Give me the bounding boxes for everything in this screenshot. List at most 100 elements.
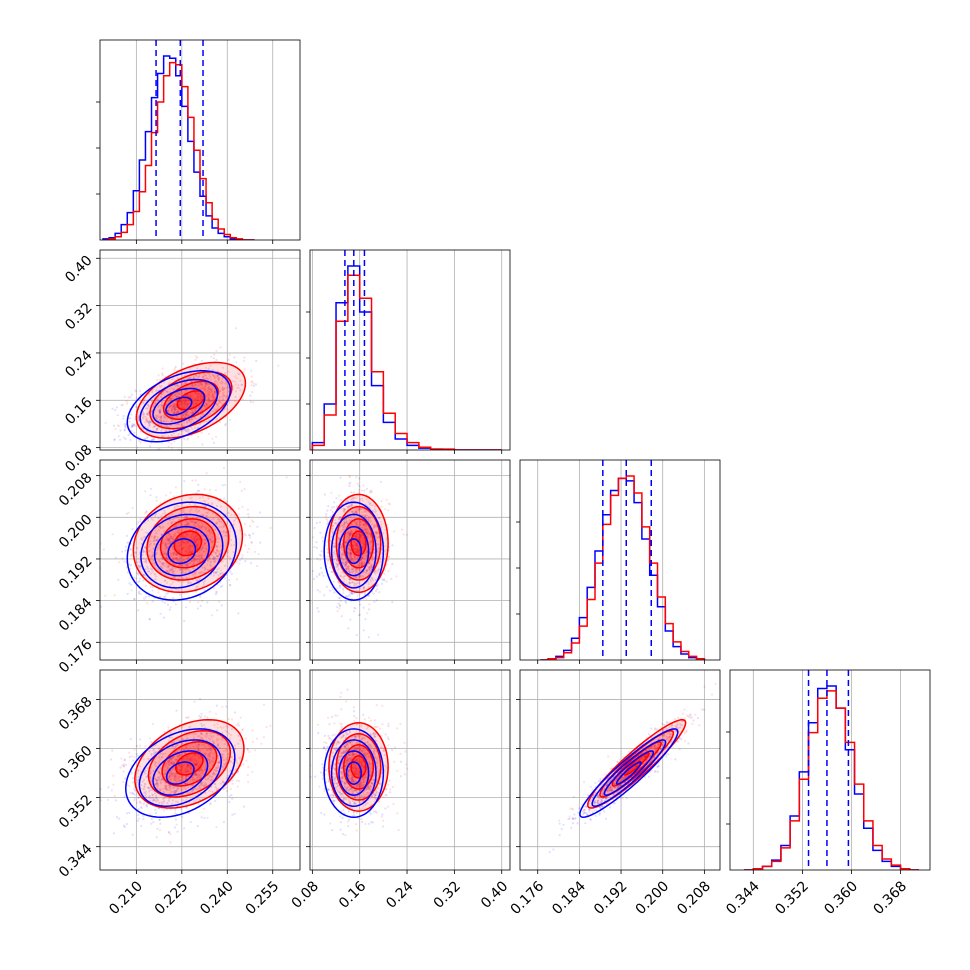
sample-point — [211, 394, 214, 397]
sample-point — [225, 500, 228, 503]
sample-point — [234, 383, 237, 386]
sample-point — [369, 520, 372, 524]
sample-point — [221, 392, 224, 395]
sample-point — [135, 446, 138, 449]
sample-point — [337, 596, 341, 600]
sample-point — [185, 410, 188, 414]
sample-point — [242, 359, 245, 362]
sample-point — [359, 587, 362, 590]
sample-point — [218, 400, 221, 403]
sample-point — [173, 408, 176, 411]
sample-point — [332, 524, 335, 527]
sample-point — [211, 541, 214, 544]
contour-line — [146, 505, 230, 581]
sample-point — [177, 519, 180, 522]
sample-point — [130, 413, 133, 416]
sample-point — [347, 516, 350, 519]
sample-point — [351, 559, 354, 562]
sample-point — [212, 394, 215, 397]
sample-point — [364, 524, 367, 527]
sample-point — [217, 376, 220, 379]
sample-point — [171, 569, 175, 572]
sample-point — [189, 420, 192, 423]
sample-point — [342, 525, 345, 528]
sample-point — [172, 411, 176, 414]
sample-point — [124, 777, 127, 780]
sample-point — [187, 568, 190, 571]
sample-point — [332, 551, 335, 554]
sample-point — [348, 591, 351, 594]
sample-point — [152, 537, 156, 540]
sample-point — [238, 559, 242, 562]
sample-point — [206, 382, 209, 385]
sample-point — [175, 557, 178, 560]
sample-point — [147, 545, 150, 548]
sample-point — [177, 549, 180, 552]
sample-point — [183, 568, 186, 572]
sample-point — [169, 606, 172, 609]
sample-point — [171, 546, 175, 549]
sample-point — [357, 538, 360, 541]
sample-point — [344, 541, 347, 545]
sample-point — [204, 381, 207, 385]
sample-point — [154, 390, 158, 393]
sample-point — [177, 589, 180, 592]
sample-point — [350, 504, 353, 507]
sample-point — [169, 518, 172, 522]
sample-point — [349, 532, 352, 536]
sample-point — [350, 530, 353, 533]
sample-point — [216, 522, 219, 525]
sample-point — [165, 592, 168, 595]
sample-point — [175, 391, 178, 394]
sample-point — [196, 607, 200, 610]
sample-point — [185, 570, 188, 573]
sample-point — [194, 503, 197, 506]
sample-point — [164, 429, 167, 432]
sample-point — [153, 514, 157, 517]
sample-point — [196, 396, 199, 399]
sample-point — [118, 817, 121, 820]
sample-point — [353, 592, 356, 595]
sample-point — [145, 413, 148, 416]
sample-point — [176, 548, 179, 551]
sample-point — [180, 524, 183, 527]
sample-point — [142, 574, 146, 577]
sample-point — [159, 415, 163, 418]
sample-point — [251, 519, 254, 522]
sample-point — [179, 401, 182, 404]
sample-point — [367, 519, 370, 522]
sample-point — [187, 522, 190, 526]
sample-point — [126, 571, 129, 574]
sample-point — [365, 525, 368, 528]
sample-point — [130, 583, 133, 587]
sample-point — [197, 406, 200, 409]
sample-point — [178, 528, 182, 531]
sample-point — [332, 531, 335, 534]
sample-point — [402, 533, 405, 536]
sample-point — [208, 391, 211, 394]
sample-point — [354, 510, 357, 513]
sample-point — [187, 552, 190, 555]
sample-point — [332, 580, 335, 583]
sample-point — [211, 501, 214, 505]
sample-point — [131, 424, 134, 427]
sample-point — [380, 500, 383, 503]
sample-point — [345, 517, 348, 520]
sample-point — [331, 510, 334, 514]
sample-point — [355, 570, 358, 574]
sample-point — [345, 561, 348, 564]
sample-point — [198, 558, 201, 561]
sample-point — [133, 598, 136, 601]
sample-point — [224, 786, 228, 789]
sample-point — [192, 375, 195, 378]
sample-point — [213, 390, 216, 393]
sample-point — [185, 421, 188, 424]
sample-point — [171, 407, 174, 410]
sample-point — [144, 531, 148, 534]
sample-point — [231, 797, 234, 800]
sample-point — [186, 562, 189, 565]
sample-point — [164, 544, 167, 547]
sample-point — [147, 567, 150, 570]
sample-point — [350, 491, 353, 494]
sample-point — [164, 542, 167, 546]
